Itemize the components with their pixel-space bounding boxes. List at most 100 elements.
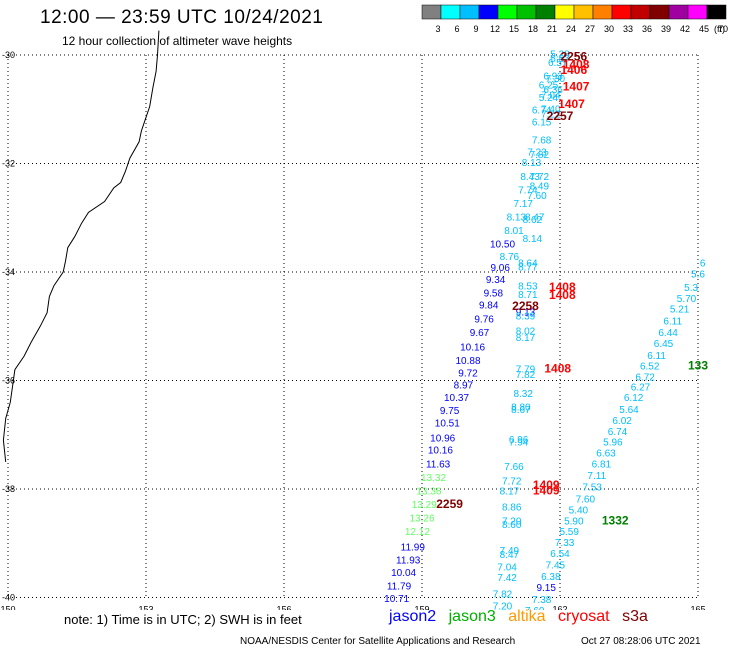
wave-height-label: 11.79 bbox=[387, 581, 412, 592]
wave-height-label: 6.25 bbox=[539, 81, 559, 92]
wave-height-label: 10.88 bbox=[455, 356, 480, 367]
wave-height-label: 11.63 bbox=[426, 459, 451, 470]
legend-tick-label: 36 bbox=[642, 24, 652, 34]
page-title: 12:00 — 23:59 UTC 10/24/2021 bbox=[40, 7, 324, 28]
legend-tick-label: 42 bbox=[680, 24, 690, 34]
wave-height-label: 8.86 bbox=[502, 503, 522, 514]
wave-height-label: 6.96 bbox=[509, 435, 529, 446]
wave-height-label: 8.53 bbox=[518, 281, 538, 292]
satellite-legend: jason2 jason3 altika cryosat s3a bbox=[389, 608, 656, 626]
wave-height-label: 13.36 bbox=[416, 486, 441, 497]
wave-height-label: 7.22 bbox=[541, 109, 561, 120]
wave-height-label: 6.54 bbox=[550, 549, 570, 560]
pass-time-label: 2256 bbox=[560, 49, 587, 63]
longitude-label: 165 bbox=[690, 605, 705, 611]
wave-height-label: 8.32 bbox=[513, 389, 533, 400]
wave-height-label: 5.28 bbox=[550, 50, 570, 61]
wave-height-label: 6.44 bbox=[658, 328, 678, 339]
wave-height-label: 5.96 bbox=[603, 438, 623, 449]
wave-height-label: 5.3 bbox=[684, 283, 698, 294]
wave-height-label: 8.80 bbox=[511, 402, 531, 413]
wave-height-label: 8.17 bbox=[516, 333, 536, 344]
wave-height-label: 7.23 bbox=[527, 147, 547, 158]
australia-coastline bbox=[2, 30, 160, 462]
pass-time-label: 1409 bbox=[533, 478, 560, 492]
latitude-label: -32 bbox=[2, 159, 15, 169]
credit-text: NOAA/NESDIS Center for Satellite Applica… bbox=[240, 636, 516, 647]
legend-tick-label: 39 bbox=[661, 24, 671, 34]
wave-height-label: 9.34 bbox=[486, 275, 506, 286]
legend-tick-label: 33 bbox=[623, 24, 633, 34]
wave-height-label: 7.72 bbox=[502, 477, 522, 488]
legend-tick-label: 6 bbox=[454, 24, 459, 34]
longitude-label: 162 bbox=[552, 605, 567, 611]
wave-height-map: 150 153 156 159 162 165 -30 -32 -34 -36 -38 -40 5.28… bbox=[0, 30, 708, 611]
wave-height-label: 8.13 bbox=[522, 158, 542, 169]
wave-height-label: 9.58 bbox=[484, 288, 504, 299]
wave-height-label: 8.17 bbox=[500, 486, 520, 497]
pass-time-label: 1332 bbox=[602, 513, 629, 527]
wave-height-label: 9.84 bbox=[479, 300, 499, 311]
wave-height-label: 5.70 bbox=[677, 294, 697, 305]
wave-height-label: 9.67 bbox=[470, 328, 490, 339]
legend-tick-label: 18 bbox=[528, 24, 538, 34]
latitude-label: -40 bbox=[2, 593, 15, 603]
wave-height-label: 6.12 bbox=[624, 393, 644, 404]
wave-height-label: 6.15 bbox=[532, 118, 552, 129]
wave-height-label: 10.16 bbox=[460, 343, 485, 354]
wave-height-label: 6.36 bbox=[543, 85, 563, 96]
pass-time-label: 2257 bbox=[547, 109, 574, 123]
wave-height-label: 6.27 bbox=[631, 382, 651, 393]
wave-height-label: 6.74 bbox=[532, 106, 552, 117]
wave-height-label: 6.74 bbox=[608, 427, 628, 438]
pass-time-label: 1408 bbox=[549, 280, 576, 294]
wave-height-label: 8.14 bbox=[523, 234, 543, 245]
wave-height-label: 7.17 bbox=[513, 199, 533, 210]
wave-height-label: 7.68 bbox=[532, 135, 552, 146]
wave-height-label: 7.82 bbox=[530, 150, 550, 161]
wave-height-label: 6.02 bbox=[612, 416, 632, 427]
legend-tick-label: 24 bbox=[566, 24, 576, 34]
wave-height-label: 8.77 bbox=[518, 262, 538, 273]
pass-time-label: 1409 bbox=[533, 483, 560, 497]
wave-height-label: 7.04 bbox=[541, 90, 561, 101]
wave-height-label: 7.11 bbox=[587, 471, 606, 482]
legend-swatch bbox=[706, 4, 727, 20]
page-subtitle: 12 hour collection of altimeter wave hei… bbox=[62, 34, 293, 48]
wave-height-label: 5.90 bbox=[564, 516, 584, 527]
wave-height-label: 7.66 bbox=[504, 462, 524, 473]
wave-height-label: 8.01 bbox=[504, 226, 524, 237]
wave-height-label: 6.11 bbox=[647, 351, 666, 362]
wave-height-label: 8.71 bbox=[518, 290, 538, 301]
wave-height-label: 10.71 bbox=[384, 594, 409, 605]
wave-height-label: 7.72 bbox=[530, 172, 550, 183]
wave-height-label: 10.16 bbox=[428, 446, 453, 457]
wave-height-label: 13.26 bbox=[409, 514, 434, 525]
pass-time-label: 1408 bbox=[563, 58, 590, 72]
legend-tick-label: 45 bbox=[699, 24, 709, 34]
wave-height-label: 5.64 bbox=[619, 405, 639, 416]
legend-tick-label: 27 bbox=[585, 24, 595, 34]
wave-height-label: 5.6 bbox=[691, 269, 705, 280]
pass-time-label: 1408 bbox=[549, 288, 576, 302]
wave-height-label: 9.76 bbox=[474, 314, 494, 325]
wave-height-label: 12.12 bbox=[405, 527, 430, 538]
wave-height-label: 6.52 bbox=[640, 362, 660, 373]
wave-height-label: 5.59 bbox=[559, 527, 579, 538]
color-scale-legend: 3 6 9 12 15 18 21 24 27 30 33 36 39 42 45 70(ft) bbox=[421, 4, 728, 34]
wave-height-label: 9.13 bbox=[516, 307, 536, 318]
legend-tick-label: 9 bbox=[473, 24, 478, 34]
wave-height-label: 7.33 bbox=[555, 538, 575, 549]
wave-height-label: 5.24 bbox=[539, 93, 559, 104]
wave-height-label: 5.57 bbox=[550, 54, 570, 65]
wave-height-label: 8.02 bbox=[516, 326, 536, 337]
wave-height-label: 8.67 bbox=[511, 405, 531, 416]
pass-time-label: 1407 bbox=[558, 97, 585, 111]
wave-height-label: 7.20 bbox=[502, 516, 522, 527]
pass-time-label: 1407 bbox=[563, 79, 590, 93]
latitude-label: -34 bbox=[2, 267, 15, 277]
wave-height-label: 13.29 bbox=[412, 500, 437, 511]
wave-height-label: 6 bbox=[700, 259, 706, 270]
sat-jason3: jason3 bbox=[448, 608, 496, 625]
wave-height-label: 7.04 bbox=[497, 562, 517, 573]
